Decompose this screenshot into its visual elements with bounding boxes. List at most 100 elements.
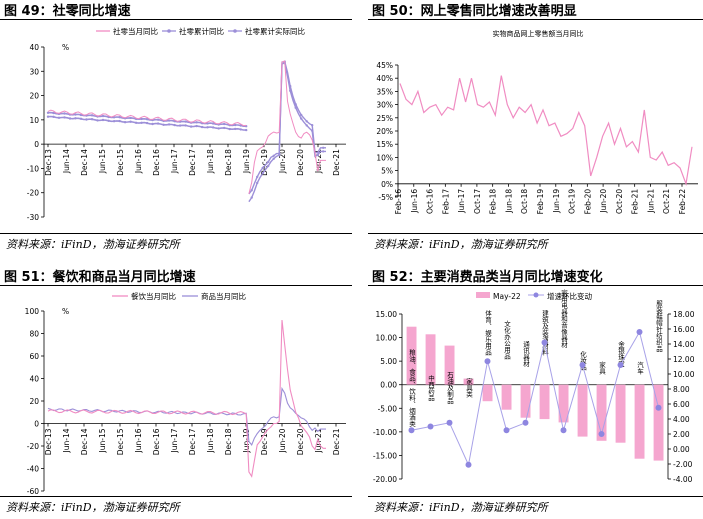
y-tick-label: 100 [25,307,40,316]
series-point [206,126,209,129]
source-note: 资料来源：iFinD，渤海证券研究所 [6,501,180,514]
y-tick-label: 0 [34,140,39,149]
series-point [156,118,160,121]
series-point [173,123,176,127]
series-point [184,120,187,123]
series-point [151,122,154,126]
series-point [52,111,55,115]
x-tick-label: Jun-20 [599,189,608,214]
series-point [90,118,94,121]
x-tick-label: Feb-22 [678,189,687,215]
source-rule [368,233,703,234]
category-label: 文化办公用品 [503,319,511,361]
x-tick-label: Jun-21 [646,189,655,214]
category-label: 粮油、食品、饮料、烟酒类 [408,347,416,428]
y-tick-label: -4.00 [673,475,693,484]
y-tick-label: -20 [27,442,39,451]
y-tick-label: 20% [376,127,393,136]
legend-label: 增速环比变动 [547,291,592,301]
series-point [178,124,182,127]
series-point [118,116,121,119]
y-tick-label: 10.00 [376,334,398,343]
x-tick-label: Jun-14 [62,149,71,174]
bar [577,384,588,437]
y-tick-label: -10 [27,164,39,173]
series-point [316,151,319,154]
title-rule [0,19,352,20]
y-tick-label: 15.00 [376,310,398,319]
legend-marker [167,29,171,33]
series-point [74,117,77,120]
x-tick-label: Dec-20 [296,428,305,455]
x-tick-label: Oct-18 [520,189,529,214]
y-tick-label: 0.00 [673,445,690,454]
series-line [399,75,693,187]
y-tick-label: 40 [29,43,39,52]
panel-category-growth: 图 52：主要消费品类当月同比增速变化 15.00 10.00 5.00 0.00 -5… [368,266,703,519]
x-tick-label: Dec-17 [188,149,197,176]
series-point [560,427,567,434]
series-point [90,114,94,117]
x-tick-label: Jun-19 [242,149,251,174]
y-tick-label: -30 [27,213,39,222]
chart-retail-sales-yoy: -30 -20 -10 0 10 20 30 40 % Dec-13 Jun-14 Dec-14 Jun… [27,26,346,222]
title-rule [368,19,703,20]
y-tick-label: -5.00 [378,404,398,413]
series-point [223,126,226,130]
panel-retail-sales-yoy: 图 49：社零同比增速 -30 -20 -10 0 10 20 30 40% Dec-13 Jun… [0,0,352,260]
x-tick-label: Dec-18 [224,428,233,455]
series-point [250,189,253,192]
x-tick-label: Jun-17 [170,149,179,174]
bar [406,326,417,385]
series-point [195,124,198,128]
series-point [408,427,415,434]
x-tick-label: Jun-18 [504,189,513,214]
y-tick-label: 15% [376,140,393,149]
series-point [52,115,55,119]
x-tick-label: Dec-19 [260,428,269,455]
series-point [446,419,453,426]
series-point [85,118,88,121]
category-label: 中西药品 [427,373,435,402]
y-tick-label: -15.00 [373,451,397,460]
series-point [239,128,242,131]
series-line [411,330,659,467]
series-point [162,123,165,127]
y-tick-label: -5% [378,193,393,202]
chart-category-growth: 15.00 10.00 5.00 0.00 -5.00 -10.00 -15.00 -20.0… [373,288,695,484]
y-tick-label: 80 [29,330,39,339]
x-tick-label: Jun-19 [552,189,561,214]
y-tick-label: 18.00 [673,310,695,319]
x-tick-label: Jun-15 [98,428,107,453]
series-point [211,122,215,125]
series-point [272,154,275,157]
series-point [655,404,662,411]
x-tick-label: Jun-20 [278,428,287,453]
series-point [294,103,297,106]
legend-label: 社零当月同比 [113,26,158,36]
y-tick-label: 6.00 [673,400,690,409]
series-point [598,431,605,437]
legend-label: 商品当月同比 [201,291,246,301]
series-point [261,166,264,170]
x-tick-label: Feb-18 [489,189,498,215]
chart-online-retail: -5% 0% 5% 10% 15% 20% 25% 30% 35% 40% 45% 实物商品网上零售额… [376,29,698,215]
series-point [234,127,237,131]
series-point [101,118,105,122]
x-tick-label: Dec-13 [44,428,53,455]
x-tick-label: Dec-14 [80,428,89,455]
y-tick-label: 0.00 [380,381,397,390]
legend-label: 社零累计实际同比 [245,26,305,36]
series-point [189,125,193,128]
series-point [57,116,61,120]
y-tick-label: 10 [29,116,39,125]
series-point [200,125,204,129]
series-point [63,116,66,119]
series-point [167,119,171,122]
series-point [234,123,237,127]
series-point [503,427,510,434]
x-tick-label: Dec-16 [152,428,161,455]
bar [501,384,512,410]
x-tick-label: Jun-19 [242,428,251,453]
series-line [248,60,326,195]
